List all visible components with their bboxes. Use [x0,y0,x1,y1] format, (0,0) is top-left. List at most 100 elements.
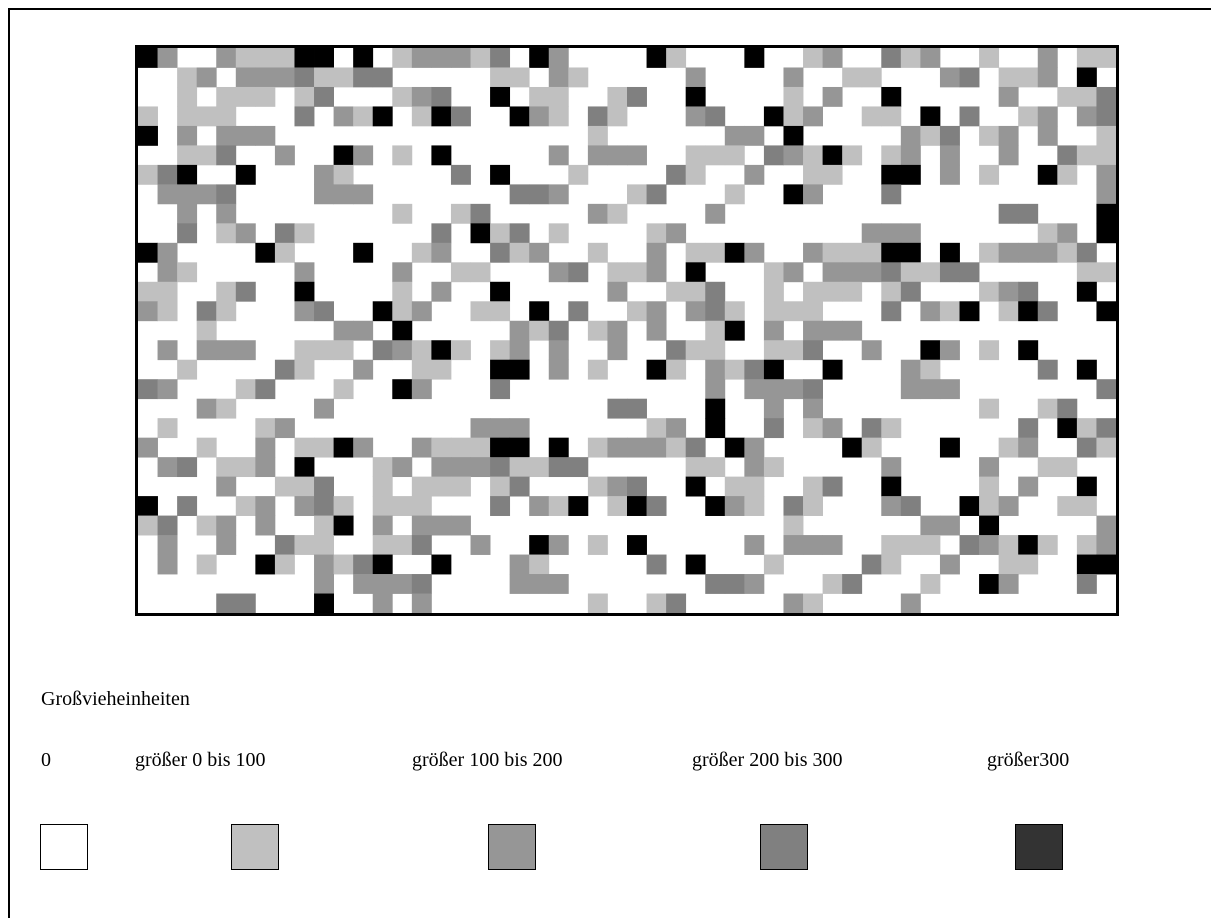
heatmap-cell [314,340,334,361]
heatmap-cell [470,223,491,244]
heatmap-cell [979,164,1000,185]
heatmap-cell [587,359,608,380]
heatmap-cell [216,86,237,107]
heatmap-cell [744,164,765,185]
heatmap-cell [490,437,511,458]
heatmap-cell [431,106,452,127]
heatmap-cell [470,535,491,555]
heatmap-cell [1018,301,1039,322]
heatmap-cell [314,301,334,322]
heatmap-cell [333,437,354,458]
heatmap-cell [216,48,237,68]
heatmap-cell [255,379,276,400]
heatmap-cell [1076,106,1097,127]
heatmap-cell [216,203,237,224]
heatmap-cell [235,593,256,614]
heatmap-cell [998,242,1019,263]
heatmap-cell [509,106,530,127]
heatmap-cell [470,48,491,68]
heatmap-cell [1037,301,1058,322]
heatmap-cell [803,340,823,361]
heatmap-cell [666,593,687,614]
heatmap-cell [763,106,784,127]
heatmap-cell [587,437,608,458]
heatmap-cell [881,145,902,166]
heatmap-cell [783,125,804,146]
heatmap-cell [490,340,511,361]
heatmap-cell [607,203,628,224]
heatmap-cell [920,125,941,146]
heatmap-cell [939,67,960,88]
heatmap-cell [803,398,823,419]
heatmap-cell [822,418,843,439]
heatmap-cell [724,125,745,146]
heatmap-cell [255,242,276,263]
heatmap-cell [216,398,237,419]
heatmap-cell [724,496,745,516]
heatmap-cell [1096,418,1117,439]
heatmap-cell [881,184,902,205]
heatmap-cell [157,340,178,361]
heatmap-cell [548,184,569,205]
heatmap-cell [783,106,804,127]
heatmap-cell [470,418,491,439]
heatmap-cell [881,496,902,516]
heatmap-cell [666,437,687,458]
heatmap-cell [548,340,569,361]
heatmap-cell [392,340,413,361]
heatmap-cell [666,164,687,185]
heatmap-cell [411,106,432,127]
heatmap-cell [431,48,452,68]
heatmap-cell [138,496,158,516]
heatmap-cell [353,145,374,166]
heatmap-cell [157,48,178,68]
heatmap-cell [822,574,843,594]
heatmap-cell [587,320,608,341]
heatmap-cell [294,281,315,302]
heatmap-cell [763,145,784,166]
heatmap-cell [353,574,374,594]
heatmap-cell [216,223,237,244]
heatmap-cell [274,535,295,555]
heatmap-cell [900,48,921,68]
heatmap-cell [881,457,902,478]
heatmap-cell [959,496,980,516]
heatmap-cell [177,457,198,478]
heatmap-cell [1096,515,1117,536]
heatmap-cell [294,535,315,555]
heatmap-cell [274,359,295,380]
heatmap-cell [196,145,217,166]
heatmap-cell [1096,48,1117,68]
heatmap-cell [783,535,804,555]
heatmap-cell [783,145,804,166]
heatmap-cell [607,145,628,166]
heatmap-cell [900,242,921,263]
heatmap-cell [607,262,628,283]
heatmap-cell [353,184,374,205]
heatmap-cell [959,535,980,555]
heatmap-cell [1096,106,1117,127]
heatmap-cell [861,418,882,439]
heatmap-cell [685,262,706,283]
heatmap-cell [607,496,628,516]
heatmap-cell [724,359,745,380]
heatmap-cell [822,281,843,302]
heatmap-cell [138,515,158,536]
heatmap-cell [353,242,374,263]
heatmap-cell [900,145,921,166]
heatmap-cell [450,515,471,536]
heatmap-cell [548,48,569,68]
heatmap-cell [372,554,393,575]
heatmap-cell [1057,164,1078,185]
heatmap-cell [490,457,511,478]
heatmap-cell [607,476,628,497]
heatmap-cell [744,457,765,478]
heatmap-cell [255,437,276,458]
heatmap-cell [1096,164,1117,185]
heatmap-cell [509,574,530,594]
heatmap-cell [939,301,960,322]
heatmap-cell [881,223,902,244]
heatmap-cell [411,242,432,263]
heatmap-cell [548,437,569,458]
heatmap-cell [314,515,334,536]
